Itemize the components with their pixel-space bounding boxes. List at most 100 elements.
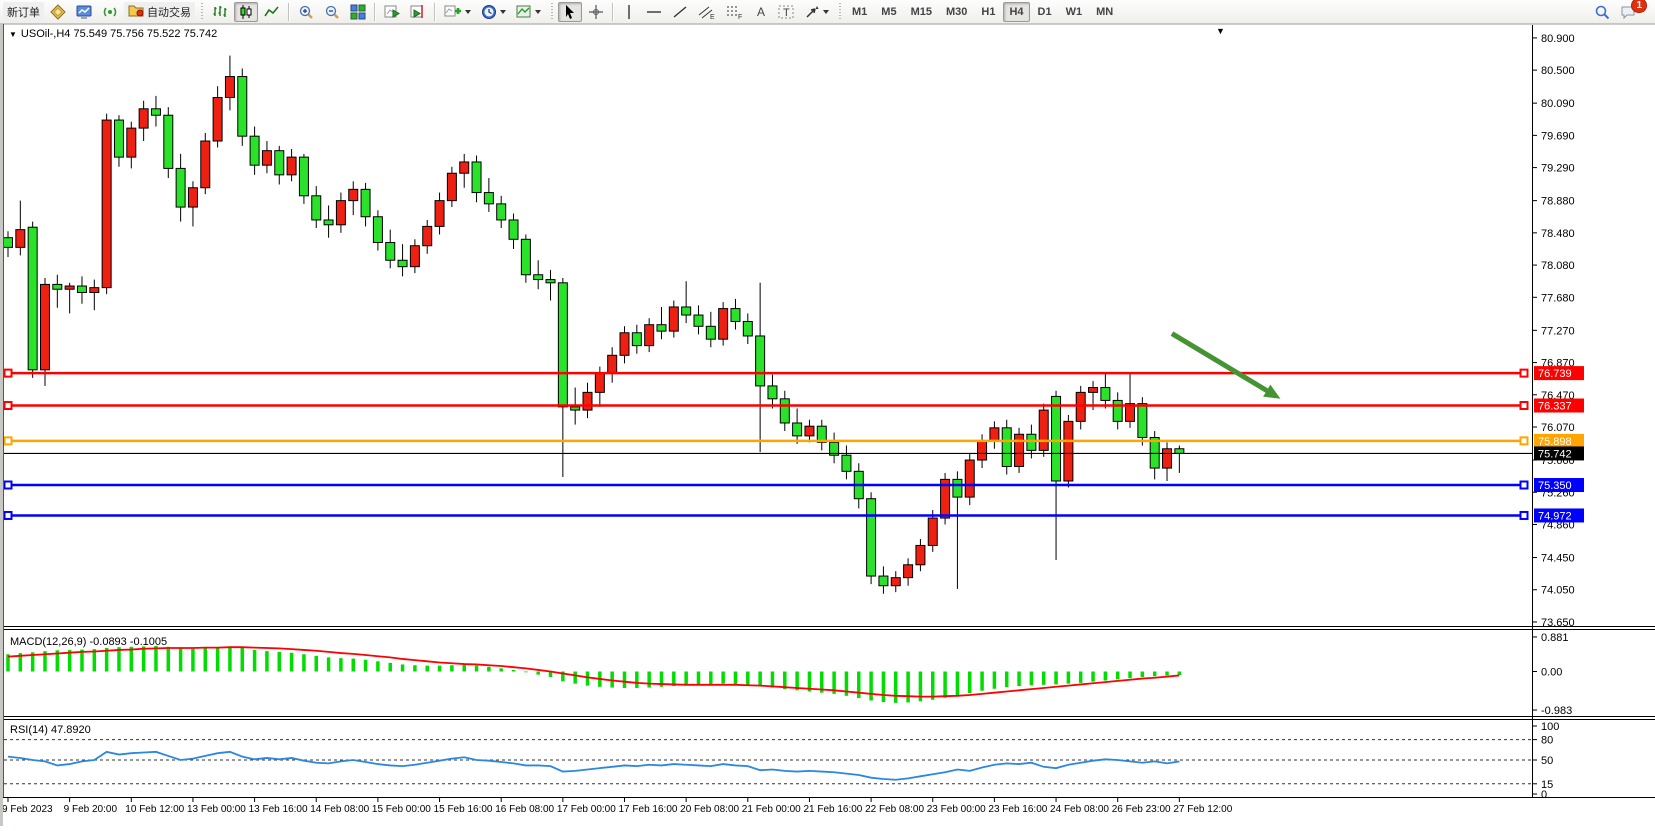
text-icon[interactable]: A — [750, 2, 772, 22]
toolbar-separator — [612, 2, 614, 21]
candle-bear — [311, 195, 322, 221]
window-menu-icon[interactable]: ▼ — [1216, 26, 1225, 36]
line-handle[interactable] — [1519, 480, 1529, 490]
candle-bear — [163, 114, 174, 169]
candle-bear — [570, 406, 581, 411]
line-handle[interactable] — [1519, 368, 1529, 378]
candle-bull — [1125, 403, 1136, 422]
search-icon[interactable] — [1590, 2, 1614, 22]
cursor-icon[interactable] — [558, 1, 582, 22]
zoom-in-icon[interactable] — [294, 2, 318, 22]
notification-badge: 1 — [1631, 0, 1647, 13]
line-handle[interactable] — [1519, 510, 1529, 520]
line-price-label — [1534, 508, 1584, 523]
horizontal-line-icon[interactable] — [642, 2, 666, 22]
candle-bear — [1100, 387, 1111, 401]
rsi-line — [7, 750, 1180, 781]
candle-bear — [520, 238, 531, 276]
timeframe-mn[interactable]: MN — [1096, 5, 1114, 18]
zoom-out-icon[interactable] — [320, 2, 344, 22]
price-axis-tick-label: 78.880 — [1541, 196, 1575, 208]
dropdown-caret — [535, 9, 541, 14]
rsi-axis-tick-label: 100 — [1541, 721, 1559, 733]
vertical-line-icon[interactable] — [618, 2, 640, 22]
svg-text:E: E — [710, 14, 715, 20]
price-axis-tick-label: 78.080 — [1541, 260, 1575, 272]
timeframe-h4[interactable]: H4 — [1003, 1, 1030, 22]
auto-scroll-icon[interactable] — [380, 2, 404, 22]
templates-icon[interactable] — [512, 2, 545, 22]
periods-icon[interactable] — [477, 2, 510, 22]
candle-bull — [668, 306, 679, 332]
collapse-triangle-icon[interactable]: ▼ — [9, 30, 17, 39]
candle-bear — [113, 119, 124, 158]
line-handle[interactable] — [1519, 400, 1529, 410]
timeframe-d1[interactable]: D1 — [1037, 5, 1052, 18]
line-handle[interactable] — [3, 480, 13, 490]
arrows-icon[interactable] — [800, 2, 833, 22]
time-axis-label: 15 Feb 00:00 — [372, 804, 431, 815]
candle-bear — [1174, 448, 1185, 454]
text-label-icon[interactable]: T — [774, 2, 798, 22]
line-handle[interactable] — [3, 400, 13, 410]
timeframe-w1[interactable]: W1 — [1065, 5, 1083, 18]
candle-bear — [767, 385, 778, 400]
bar-chart-icon[interactable] — [208, 2, 232, 22]
trendline-icon[interactable] — [668, 2, 692, 22]
signal-icon[interactable] — [98, 2, 122, 22]
chart-canvas[interactable]: 80.900 80.500 80.090 79.690 79.290 78.880 78.4… — [0, 23, 1655, 826]
candle-bear — [76, 285, 87, 293]
candle-bull — [348, 188, 359, 202]
add-indicator-icon[interactable] — [440, 2, 475, 22]
svg-text:F: F — [738, 14, 742, 20]
fibonacci-icon[interactable]: F — [722, 2, 748, 22]
trend-arrow-head[interactable] — [1263, 384, 1281, 399]
candle-bull — [138, 108, 149, 129]
timeframe-h1[interactable]: H1 — [981, 5, 996, 18]
rsi-label: RSI(14) 47.8920 — [10, 724, 91, 736]
line-handle[interactable] — [3, 368, 13, 378]
time-axis-label: 9 Feb 20:00 — [64, 804, 118, 815]
chat-button[interactable]: 1 — [1616, 0, 1647, 22]
toolbar-grip — [199, 2, 204, 21]
candle-bear — [866, 498, 877, 577]
auto-trading-button[interactable]: 自动交易 — [124, 1, 195, 22]
line-price-label — [1534, 398, 1584, 413]
macd-axis-tick-label: -0.983 — [1541, 705, 1572, 717]
timeframe-m15[interactable]: M15 — [910, 5, 932, 18]
candle-bear — [952, 478, 963, 498]
toolbar-grip — [837, 2, 842, 21]
line-handle[interactable] — [3, 510, 13, 520]
time-axis-label: 13 Feb 16:00 — [249, 804, 308, 815]
tile-windows-icon[interactable] — [346, 2, 370, 22]
timeframe-m5[interactable]: M5 — [881, 5, 897, 18]
trend-arrow[interactable] — [1170, 331, 1274, 396]
time-axis-label: 24 Feb 08:00 — [1050, 804, 1109, 815]
chart-shift-icon[interactable] — [406, 2, 430, 22]
timeframe-m1[interactable]: M1 — [852, 5, 868, 18]
metaquotes-icon[interactable] — [46, 2, 70, 22]
crosshair-icon[interactable] — [584, 2, 608, 22]
timeframe-m30[interactable]: M30 — [945, 5, 968, 18]
line-handle[interactable] — [1519, 436, 1529, 446]
candle-bear — [693, 314, 704, 327]
candle-bull — [101, 119, 112, 289]
line-price-label — [1534, 478, 1584, 493]
candlestick-chart-icon[interactable] — [234, 1, 258, 22]
price-axis-tick-label: 79.690 — [1541, 130, 1575, 142]
candle-bear — [471, 161, 482, 194]
chart-title-text: USOil-,H4 75.549 75.756 75.522 75.742 — [20, 28, 218, 40]
equidistant-channel-icon[interactable]: E — [694, 2, 720, 22]
rsi-axis-tick-label: 0 — [1541, 789, 1547, 801]
candle-bear — [237, 76, 248, 137]
new-order-button[interactable]: 新订单 — [3, 1, 44, 22]
dropdown-caret — [465, 9, 471, 14]
time-axis-label: 21 Feb 16:00 — [803, 804, 862, 815]
market-watch-icon[interactable] — [72, 2, 96, 22]
line-handle[interactable] — [3, 436, 13, 446]
line-chart-icon[interactable] — [260, 2, 284, 22]
price-axis-tick-label: 80.900 — [1541, 33, 1575, 45]
candle-bear — [730, 308, 741, 322]
toolbar-separator — [374, 2, 376, 21]
line-price-label-text: 75.898 — [1538, 436, 1572, 448]
